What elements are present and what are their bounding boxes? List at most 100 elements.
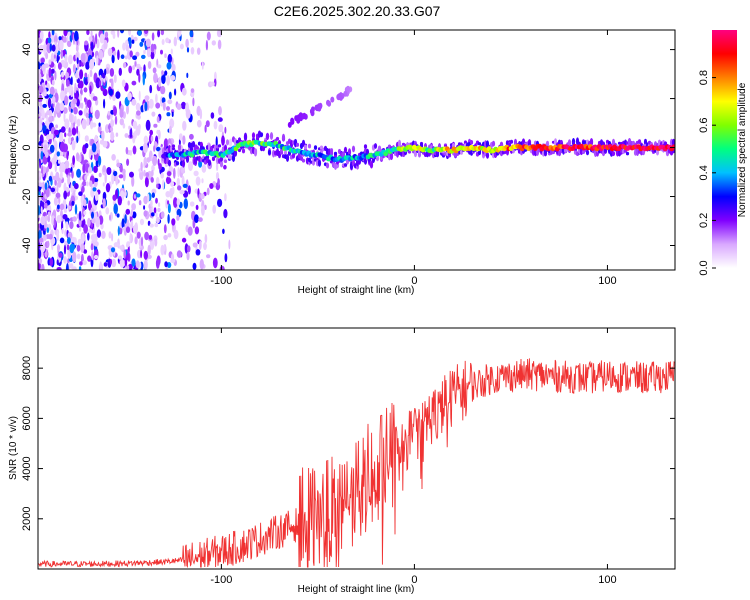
spectrogram-cell: [69, 243, 75, 254]
spectrogram-cell: [42, 146, 45, 153]
spectrogram-cell: [155, 197, 158, 204]
spectrogram-cell: [196, 119, 202, 128]
spectrogram-cell: [85, 181, 89, 187]
spectrogram-cell: [49, 86, 55, 95]
spectrogram-cell: [82, 199, 87, 207]
spectrogram-panel: -100 0 100 -40 -20 0 20 40 Height of straight l…: [8, 29, 676, 296]
spectrogram-cell: [134, 61, 137, 67]
spectrogram-cell: [103, 39, 108, 50]
spectrogram-cell: [89, 69, 93, 78]
spectrogram-cell: [166, 106, 170, 111]
spectrogram-cell: [102, 182, 105, 187]
spectrogram-cell: [174, 88, 177, 96]
spectrogram-cell: [171, 111, 174, 118]
spectrogram-cell: [171, 144, 176, 148]
spectrogram-cell: [119, 164, 123, 173]
spectrogram-cell: [72, 98, 78, 105]
spectrogram-cell: [75, 44, 79, 52]
spectrogram-cell: [70, 76, 73, 86]
spectrogram-cell: [48, 67, 52, 79]
spectrogram-cell: [198, 160, 203, 168]
spectrogram-cell: [165, 191, 171, 198]
spectrogram-cell: [47, 215, 51, 223]
spectrogram-cell: [113, 242, 119, 248]
spectrogram-ytick-label: 20: [21, 92, 33, 104]
spectrogram-cell: [67, 175, 71, 186]
spectrogram-cell: [143, 49, 146, 55]
spectrogram-cell: [44, 182, 48, 191]
spectrogram-cell: [65, 221, 69, 230]
spectrogram-cell: [72, 155, 75, 166]
spectrogram-cell: [173, 197, 178, 208]
spectrogram-cell: [196, 47, 201, 55]
spectrogram-cell: [64, 118, 70, 129]
spectrogram-cell: [166, 171, 172, 177]
spectrogram-cell: [127, 200, 130, 206]
spectrogram-cell: [38, 172, 43, 177]
spectrogram-cell: [163, 224, 167, 234]
spectrogram-cell: [104, 172, 107, 184]
spectrogram-cell: [155, 216, 160, 224]
spectrogram-cell: [224, 253, 228, 263]
spectrogram-cell: [125, 226, 131, 233]
spectrogram-cell: [150, 177, 154, 183]
spectrogram-cell: [51, 79, 55, 86]
spectrogram-cell: [46, 227, 50, 233]
spectrogram-cell: [307, 157, 312, 163]
spectrogram-cell: [111, 54, 115, 64]
colorbar-ticks: 0.0 0.2 0.4 0.6 0.8: [698, 70, 716, 276]
spectrogram-cell: [163, 234, 168, 241]
spectrogram-cell: [51, 96, 56, 104]
spectrogram-cell: [143, 169, 146, 177]
spectrogram-cell: [135, 193, 141, 198]
spectrogram-cell: [86, 99, 92, 109]
spectrogram-cell: [166, 262, 172, 268]
spectrogram-frame: [37, 29, 676, 271]
spectrogram-cell: [407, 150, 412, 154]
spectrogram-cell: [138, 66, 143, 71]
spectrogram-cell: [87, 166, 93, 174]
spectrogram-cell: [154, 222, 159, 228]
spectrogram-cell: [330, 96, 335, 103]
spectrogram-cell: [98, 49, 104, 60]
spectrogram-cell: [182, 135, 186, 145]
spectrogram-cell: [113, 74, 117, 84]
spectrogram-cell: [82, 163, 86, 174]
spectrogram-cell: [40, 243, 46, 253]
spectrogram-cell: [54, 162, 57, 173]
spectrogram-cell: [190, 47, 195, 55]
spectrogram-cell: [171, 109, 175, 114]
spectrogram-cell: [58, 197, 61, 205]
spectrogram-cell: [123, 249, 126, 259]
spectrogram-cell: [129, 171, 134, 178]
spectrogram-cell: [67, 132, 73, 137]
spectrogram-cell: [66, 86, 71, 93]
spectrogram-cell: [57, 62, 62, 70]
spectrogram-cell: [105, 207, 110, 215]
spectrogram-cell: [145, 119, 151, 131]
spectrogram-cell: [215, 172, 220, 180]
spectrogram-cell: [140, 236, 144, 247]
spectrogram-cell: [179, 189, 185, 195]
spectrogram-cell: [96, 141, 100, 151]
spectrogram-cell: [155, 212, 158, 218]
spectrogram-cell: [205, 39, 208, 51]
spectrogram-cell: [91, 218, 96, 224]
spectrogram-cell: [46, 134, 51, 141]
spectrogram-cell: [132, 132, 136, 144]
spectrogram-cell: [160, 172, 164, 179]
spectrogram-cell: [80, 243, 85, 253]
spectrogram-cell: [85, 112, 89, 119]
spectrogram-cell: [150, 50, 155, 60]
spectrogram-cell: [221, 135, 225, 146]
snr-ylabel: SNR (10 * v/v): [8, 416, 19, 480]
spectrogram-cell: [46, 109, 51, 116]
spectrogram-cell: [625, 151, 630, 156]
spectrogram-cell: [59, 132, 64, 143]
colorbar-tick-label: 0.6: [698, 118, 710, 133]
spectrogram-cell: [210, 81, 215, 87]
spectrogram-cell: [477, 142, 482, 146]
snr-xtick-label: 100: [598, 574, 616, 586]
spectrogram-cell: [118, 174, 124, 179]
